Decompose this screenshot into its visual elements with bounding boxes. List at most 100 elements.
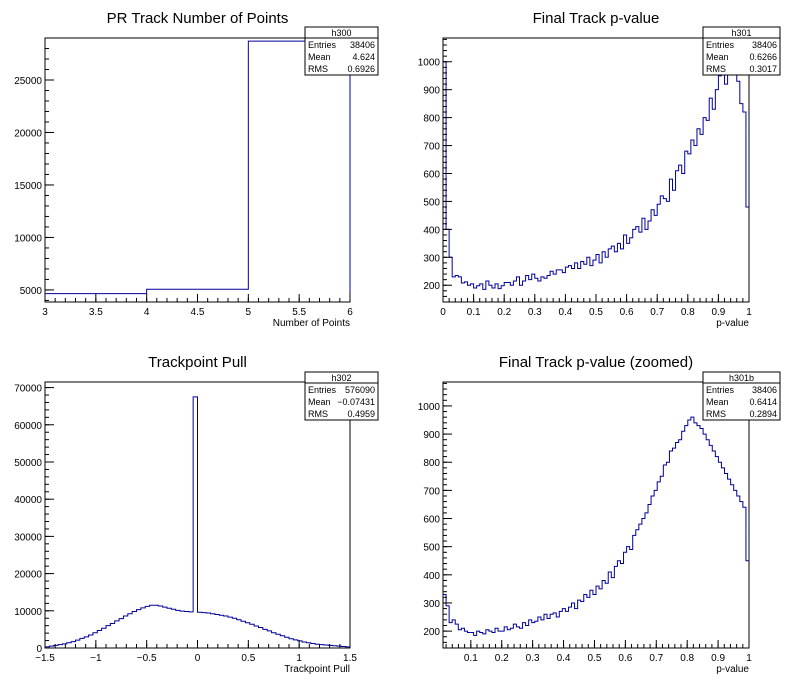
x-tick-label: 4.5 <box>191 307 205 318</box>
y-tick-label: 60000 <box>14 421 42 432</box>
stats-box: h301b Entries 38406 Mean 0.6414 RMS 0.2894 <box>702 371 781 421</box>
y-tick-label: 600 <box>423 169 440 180</box>
histogram-panel-3: Trackpoint Pull −1.5 −1 −0.5 0 0.5 1 1.5 0 10000 2… <box>14 354 379 675</box>
y-tick-label: 10000 <box>14 607 42 618</box>
y-tick-label: 70000 <box>14 384 42 395</box>
stats-box: h302 Entries 576090 Mean −0.07431 RMS 0.4959 <box>304 371 379 421</box>
stats-label: Mean <box>706 52 729 62</box>
y-tick-label: 900 <box>423 430 440 441</box>
x-axis-label: Number of Points <box>273 318 350 329</box>
histogram-panel-4: Final Track p-value (zoomed) 0.1 0.2 0.3 0.4… <box>418 354 781 675</box>
x-tick-label: 0.1 <box>464 653 478 664</box>
x-tick-label: 4 <box>144 307 150 318</box>
x-tick-label: 0.7 <box>649 653 663 664</box>
x-axis-label: p-value <box>716 318 749 329</box>
y-tick-label: 300 <box>423 599 440 610</box>
stats-value: 0.6414 <box>749 397 777 407</box>
x-tick-label: 5 <box>246 307 252 318</box>
plot-frame <box>442 381 750 649</box>
x-tick-label: −1 <box>90 653 102 664</box>
x-tick-label: 0.9 <box>711 653 725 664</box>
stats-label: Entries <box>308 385 337 395</box>
y-tick-label: 800 <box>423 114 440 125</box>
x-tick-label: 0.5 <box>589 307 603 318</box>
histogram-line <box>45 40 351 302</box>
x-tick-label: 0.5 <box>588 653 602 664</box>
plot-frame <box>442 37 750 303</box>
x-tick-label: 0 <box>440 307 446 318</box>
y-tick-label: 900 <box>423 86 440 97</box>
chart-title: PR Track Number of Points <box>107 10 289 27</box>
y-tick-label: 20000 <box>14 128 42 139</box>
x-tick-label: 0.9 <box>711 307 725 318</box>
stats-label: RMS <box>308 64 328 74</box>
chart-title: Final Track p-value (zoomed) <box>499 354 693 371</box>
stats-box-name: h301 <box>731 28 751 38</box>
x-tick-label: 1.5 <box>343 653 357 664</box>
y-tick-label: 800 <box>423 458 440 469</box>
x-tick-label: 0.5 <box>241 653 255 664</box>
x-tick-label: 0.3 <box>528 307 542 318</box>
x-tick-label: 0.8 <box>681 307 695 318</box>
x-tick-label: 0.3 <box>526 653 540 664</box>
y-tick-label: 700 <box>423 142 440 153</box>
histogram-line <box>443 416 749 636</box>
y-tick-label: 700 <box>423 486 440 497</box>
x-tick-label: 0.2 <box>495 653 509 664</box>
y-tick-label: 1000 <box>418 58 441 69</box>
y-tick-label: 200 <box>423 627 440 638</box>
stats-label: Mean <box>308 52 331 62</box>
y-tick-label: 500 <box>423 543 440 554</box>
x-axis-label: p-value <box>716 664 749 675</box>
y-tick-label: 25000 <box>14 76 42 87</box>
y-tick-label: 200 <box>423 281 440 292</box>
x-tick-label: 0.4 <box>557 653 571 664</box>
x-tick-label: −1.5 <box>35 653 55 664</box>
y-tick-label: 0 <box>36 644 42 655</box>
x-tick-label: 1 <box>746 307 752 318</box>
x-tick-label: 3 <box>42 307 48 318</box>
stats-label: RMS <box>706 64 726 74</box>
stats-value: 38406 <box>752 385 777 395</box>
histogram-line <box>45 396 350 648</box>
stats-value: 0.2894 <box>749 409 777 419</box>
x-tick-label: 0.4 <box>558 307 572 318</box>
chart-title: Final Track p-value <box>533 10 660 27</box>
stats-label: Mean <box>706 397 729 407</box>
histogram-panel-2: Final Track p-value 0 0.1 0.2 0.3 0.4 0.5 0.6 0.… <box>418 10 781 329</box>
y-tick-label: 30000 <box>14 532 42 543</box>
plot-frame <box>44 37 351 303</box>
histogram-line <box>443 50 749 290</box>
x-tick-label: 1 <box>746 653 752 664</box>
y-tick-label: 1000 <box>418 402 441 413</box>
stats-value: 38406 <box>752 40 777 50</box>
stats-box-name: h300 <box>331 28 351 38</box>
stats-box: h300 Entries 38406 Mean 4.624 RMS 0.6926 <box>304 26 379 76</box>
x-tick-label: 0.2 <box>497 307 511 318</box>
stats-value: −0.07431 <box>337 397 375 407</box>
stats-value: 0.4959 <box>347 409 375 419</box>
x-axis-label: Trackpoint Pull <box>284 664 350 675</box>
x-tick-label: −0.5 <box>137 653 157 664</box>
x-tick-label: 0 <box>195 653 201 664</box>
stats-value: 0.6926 <box>347 64 375 74</box>
stats-box-name: h301b <box>729 373 754 383</box>
y-tick-label: 600 <box>423 515 440 526</box>
stats-box: h301 Entries 38406 Mean 0.6266 RMS 0.3017 <box>702 26 781 76</box>
stats-value: 0.3017 <box>749 64 777 74</box>
y-tick-label: 5000 <box>20 286 43 297</box>
stats-value: 4.624 <box>352 52 375 62</box>
y-tick-label: 400 <box>423 225 440 236</box>
y-tick-label: 20000 <box>14 570 42 581</box>
stats-label: RMS <box>706 409 726 419</box>
x-tick-label: 0.1 <box>467 307 481 318</box>
histogram-panel-1: PR Track Number of Points 3 3.5 4 4.5 5 5.5 6 50… <box>14 10 379 329</box>
x-tick-label: 5.5 <box>292 307 306 318</box>
x-tick-label: 0.6 <box>618 653 632 664</box>
x-tick-label: 3.5 <box>89 307 103 318</box>
x-tick-label: 0.8 <box>680 653 694 664</box>
y-tick-label: 400 <box>423 571 440 582</box>
stats-label: Mean <box>308 397 331 407</box>
y-tick-label: 300 <box>423 253 440 264</box>
